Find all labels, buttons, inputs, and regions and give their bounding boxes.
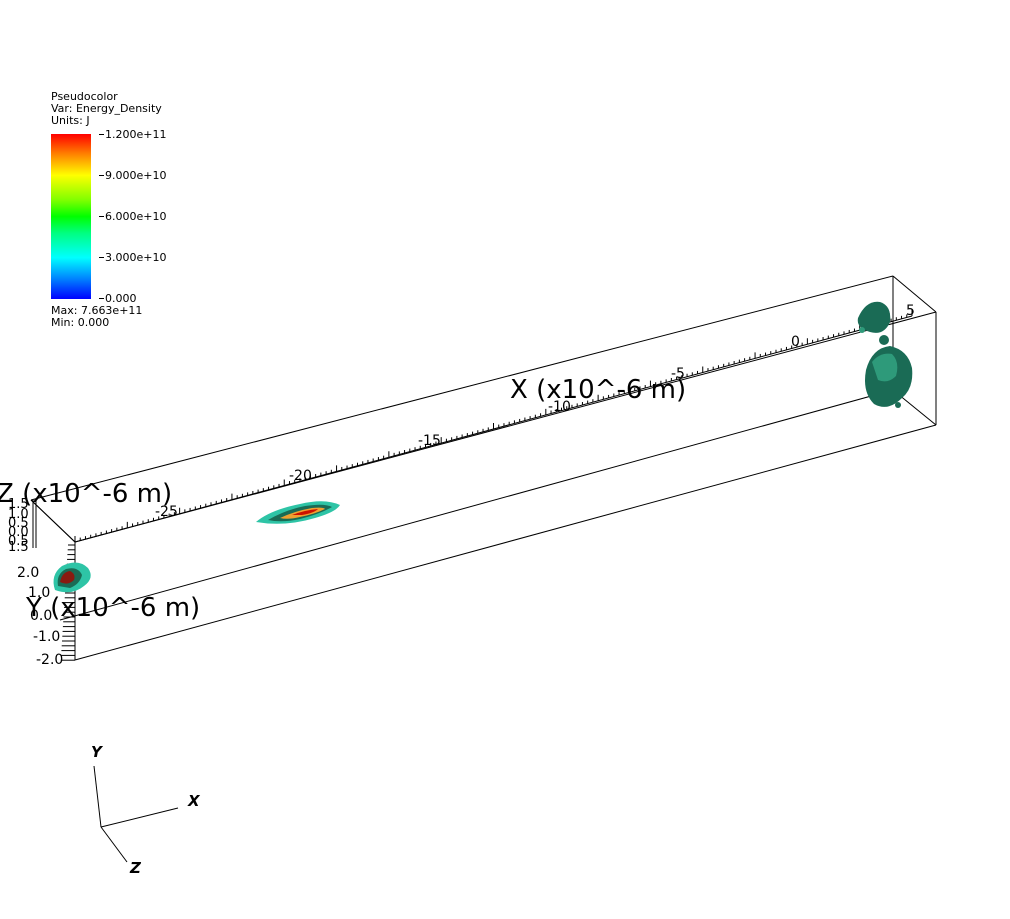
density-blob-left — [53, 562, 91, 593]
z-tick-label: 1.5 — [8, 497, 29, 512]
y-tick-label: -2.0 — [36, 652, 63, 668]
legend-plot-type: Pseudocolor — [51, 90, 118, 103]
y-axis-title: Y (x10^-6 m) — [25, 593, 200, 623]
density-blob-center — [256, 501, 340, 524]
triad-y-label: Y — [91, 743, 104, 761]
y-tick-label: -1.0 — [33, 629, 60, 645]
legend-max: Max: 7.663e+11 — [51, 304, 143, 317]
legend-variable: Var: Energy_Density — [51, 102, 162, 115]
z-tick-label: 1.0 — [8, 507, 29, 522]
y-axis — [60, 542, 76, 661]
x-tick-label: -10 — [548, 399, 571, 415]
colorbar — [51, 134, 91, 299]
density-blob-right — [857, 301, 913, 408]
y-tick-label: 0.0 — [30, 608, 52, 624]
x-tick-label: -25 — [155, 504, 178, 520]
y-tick-label: 2.0 — [17, 565, 39, 581]
z-tick-label: 0.5 — [8, 516, 29, 531]
legend-min: Min: 0.000 — [51, 316, 110, 329]
orientation-triad: Y X Z — [91, 743, 201, 877]
x-axis-title: X (x10^-6 m) — [510, 375, 686, 405]
z-tick-label: 1.5 — [8, 540, 29, 555]
x-axis — [74, 310, 913, 543]
triad-z-label: Z — [129, 859, 142, 877]
x-tick-label: 5 — [906, 303, 915, 319]
x-tick-label: -20 — [289, 468, 312, 484]
x-tick-label: -5 — [671, 366, 685, 382]
z-tick-label: 0.0 — [8, 525, 29, 540]
colorbar-tick-label: 3.000e+10 — [98, 251, 167, 264]
y-tick-label: 1.0 — [28, 585, 50, 601]
colorbar-tick-label: 9.000e+10 — [98, 169, 167, 182]
z-axis — [30, 499, 76, 548]
triad-x-label: X — [187, 792, 201, 810]
colorbar-tick-label: 6.000e+10 — [98, 210, 167, 223]
colorbar-tick-label: 0.000 — [99, 292, 137, 305]
legend-units: Units: J — [51, 114, 90, 127]
x-tick-label: 0 — [791, 334, 800, 350]
z-axis-title: Z (x10^-6 m) — [0, 479, 172, 509]
z-tick-label: 0.5 — [8, 534, 29, 549]
x-tick-label: -15 — [418, 433, 441, 449]
colorbar-tick-label: 1.200e+11 — [98, 128, 167, 141]
